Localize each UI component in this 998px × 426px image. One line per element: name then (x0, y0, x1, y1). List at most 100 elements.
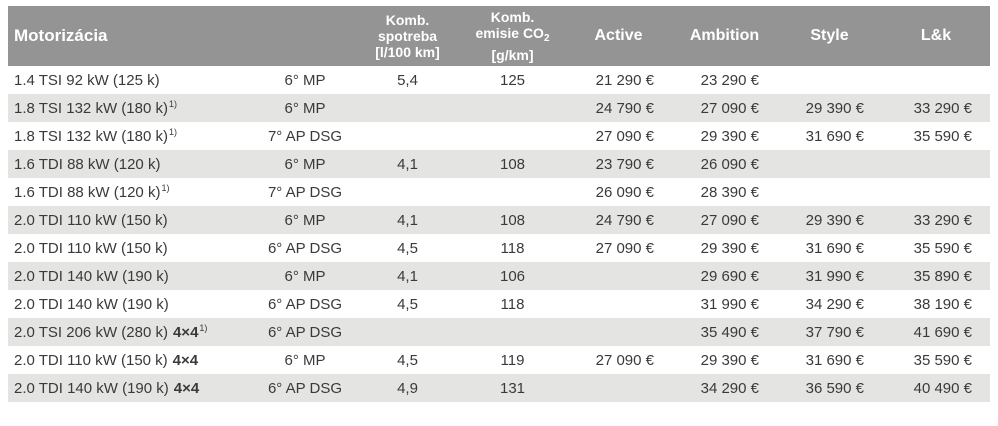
co2-cell: 108 (499, 211, 526, 229)
price-ambition-cell: 29 390 € (700, 351, 759, 369)
engine-name: 2.0 TDI 140 kW (190 k) (14, 267, 169, 285)
table-row: 2.0 TDI 110 kW (150 k) 6° AP DSG 4,5 118… (8, 234, 990, 262)
engine-name: 2.0 TDI 140 kW (190 k) (14, 295, 169, 313)
engine-name: 2.0 TSI 206 kW (280 k) (14, 323, 168, 341)
table-row: 2.0 TDI 110 kW (150 k) 4×4 6° MP 4,5 119 … (8, 346, 990, 374)
engine-cell: 1.8 TSI 132 kW (180 k)1) (8, 122, 255, 150)
co2-cell: 108 (499, 155, 526, 173)
engine-name: 2.0 TDI 110 kW (150 k) (14, 351, 168, 369)
price-active-cell: 24 790 € (595, 211, 654, 229)
price-active-cell: 27 090 € (595, 351, 654, 369)
co2-header-line3: [g/km] (491, 47, 534, 63)
price-style-cell: 31 690 € (805, 239, 864, 257)
consumption-cell: 4,5 (397, 239, 418, 257)
column-header-motorization: Motorizácia (8, 6, 255, 66)
price-lk-cell: 41 690 € (913, 323, 972, 341)
consumption-cell (355, 122, 460, 150)
transmission-cell: 6° AP DSG (267, 295, 343, 313)
table-row: 1.4 TSI 92 kW (125 k) 6° MP 5,4 125 21 2… (8, 66, 990, 94)
price-lk-cell: 35 590 € (913, 239, 972, 257)
price-active-cell (565, 262, 672, 290)
awd-badge: 4×4 (172, 323, 199, 341)
price-table-header: Motorizácia Komb. spotreba [l/100 km] Ko… (8, 6, 990, 66)
transmission-cell: 6° MP (284, 267, 326, 285)
co2-cell (460, 318, 565, 346)
engine-name: 1.6 TDI 88 kW (120 k) (14, 183, 161, 201)
consumption-cell: 4,5 (397, 295, 418, 313)
co2-cell: 106 (499, 267, 526, 285)
engine-name: 2.0 TDI 110 kW (150 k) (14, 211, 168, 229)
column-header-co2: Komb. emisie CO2 [g/km] (460, 6, 565, 66)
price-lk-cell: 38 190 € (913, 295, 972, 313)
consumption-cell: 4,5 (397, 351, 418, 369)
price-style-cell: 36 590 € (805, 379, 864, 397)
price-style-cell (777, 178, 882, 206)
table-row: 2.0 TDI 140 kW (190 k) 4×4 6° AP DSG 4,9 … (8, 374, 990, 402)
engine-name: 1.4 TSI 92 kW (125 k) (14, 71, 160, 89)
price-style-cell: 31 990 € (805, 267, 864, 285)
table-row: 1.6 TDI 88 kW (120 k)1) 7° AP DSG 26 090… (8, 178, 990, 206)
engine-cell: 2.0 TDI 110 kW (150 k) (8, 206, 255, 234)
price-ambition-cell: 31 990 € (700, 295, 759, 313)
price-active-cell: 27 090 € (595, 127, 654, 145)
column-header-active: Active (565, 6, 672, 66)
price-ambition-cell: 27 090 € (700, 211, 759, 229)
consumption-cell (355, 94, 460, 122)
co2-cell: 118 (500, 295, 525, 313)
price-ambition-cell: 29 690 € (700, 267, 759, 285)
price-lk-cell: 35 590 € (913, 351, 972, 369)
price-ambition-cell: 26 090 € (700, 155, 759, 173)
consumption-header-line2: spotreba (377, 28, 438, 44)
transmission-cell: 6° AP DSG (267, 323, 343, 341)
price-style-cell: 29 390 € (805, 99, 864, 117)
transmission-cell: 6° MP (284, 351, 326, 369)
transmission-cell: 6° MP (284, 71, 326, 89)
co2-subscript: 2 (543, 33, 550, 44)
price-table-body: 1.4 TSI 92 kW (125 k) 6° MP 5,4 125 21 2… (8, 66, 990, 402)
co2-header-line1: Komb. (490, 9, 535, 25)
footnote-marker: 1) (161, 182, 170, 193)
price-lk-cell (882, 178, 990, 206)
price-active-cell: 24 790 € (595, 99, 654, 117)
header-row: Motorizácia Komb. spotreba [l/100 km] Ko… (8, 6, 990, 66)
transmission-cell: 6° MP (284, 155, 326, 173)
engine-name: 1.8 TSI 132 kW (180 k) (14, 99, 168, 117)
consumption-cell: 5,4 (397, 71, 418, 89)
transmission-cell: 6° AP DSG (267, 239, 343, 257)
price-ambition-cell: 28 390 € (700, 183, 759, 201)
price-ambition-cell: 34 290 € (700, 379, 759, 397)
price-ambition-cell: 27 090 € (700, 99, 759, 117)
price-lk-cell: 40 490 € (913, 379, 972, 397)
price-style-cell (777, 66, 882, 94)
table-row: 2.0 TSI 206 kW (280 k) 4×41) 6° AP DSG 35… (8, 318, 990, 346)
price-lk-cell: 35 890 € (913, 267, 972, 285)
table-row: 2.0 TDI 140 kW (190 k) 6° MP 4,1 106 29 … (8, 262, 990, 290)
engine-cell: 2.0 TDI 140 kW (190 k) (8, 262, 255, 290)
price-lk-cell: 33 290 € (913, 99, 972, 117)
price-active-cell: 23 790 € (595, 155, 654, 173)
co2-header-main: emisie CO (475, 25, 544, 41)
price-lk-cell: 33 290 € (913, 211, 972, 229)
transmission-cell: 6° AP DSG (267, 379, 343, 397)
table-row: 1.8 TSI 132 kW (180 k)1) 7° AP DSG 27 09… (8, 122, 990, 150)
co2-cell (460, 178, 565, 206)
table-row: 2.0 TDI 140 kW (190 k) 6° AP DSG 4,5 118… (8, 290, 990, 318)
consumption-header-line1: Komb. (385, 12, 430, 28)
price-style-cell: 34 290 € (805, 295, 864, 313)
awd-badge: 4×4 (173, 379, 200, 397)
price-ambition-cell: 23 290 € (700, 71, 759, 89)
engine-cell: 2.0 TDI 110 kW (150 k) 4×4 (8, 346, 255, 374)
price-table: Motorizácia Komb. spotreba [l/100 km] Ko… (8, 6, 990, 402)
co2-header-line2: emisie CO2 (460, 25, 565, 47)
column-header-consumption: Komb. spotreba [l/100 km] (355, 6, 460, 66)
engine-name: 2.0 TDI 140 kW (190 k) (14, 379, 169, 397)
engine-name: 1.6 TDI 88 kW (120 k) (14, 155, 161, 173)
column-header-style: Style (777, 6, 882, 66)
column-header-ambition: Ambition (672, 6, 777, 66)
price-ambition-cell: 29 390 € (700, 127, 759, 145)
transmission-cell: 7° AP DSG (267, 183, 343, 201)
consumption-cell: 4,9 (397, 379, 418, 397)
price-style-cell: 31 690 € (805, 127, 864, 145)
price-lk-cell: 35 590 € (913, 127, 972, 145)
